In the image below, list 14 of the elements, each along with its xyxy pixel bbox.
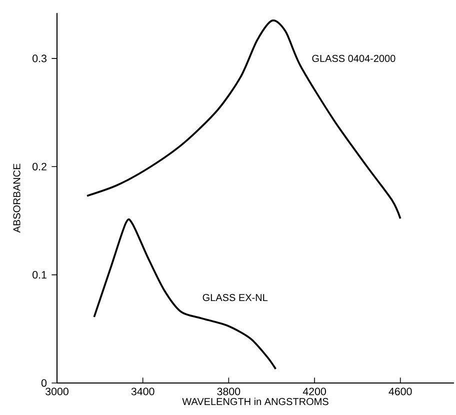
x-tick-label: 4600 [388,388,412,396]
x-tick-label: 3400 [131,388,154,396]
series-label: GLASS 0404-2000 [312,54,396,62]
y-axis-title: ABSORBANCE [13,164,20,233]
series-label: GLASS EX-NL [202,294,268,302]
x-tick-label: 3000 [46,388,68,396]
y-tick-label: 0.2 [32,162,46,170]
line-series [86,20,402,220]
y-tick-label: 0.3 [32,54,46,62]
x-axis-title: WAVELENGTH in ANGSTROMS [182,398,328,406]
y-tick-label: 0.1 [32,271,46,279]
x-tick-label: 4200 [302,388,326,396]
x-tick-label: 3800 [217,388,240,396]
y-tick-label: 0 [41,379,47,387]
